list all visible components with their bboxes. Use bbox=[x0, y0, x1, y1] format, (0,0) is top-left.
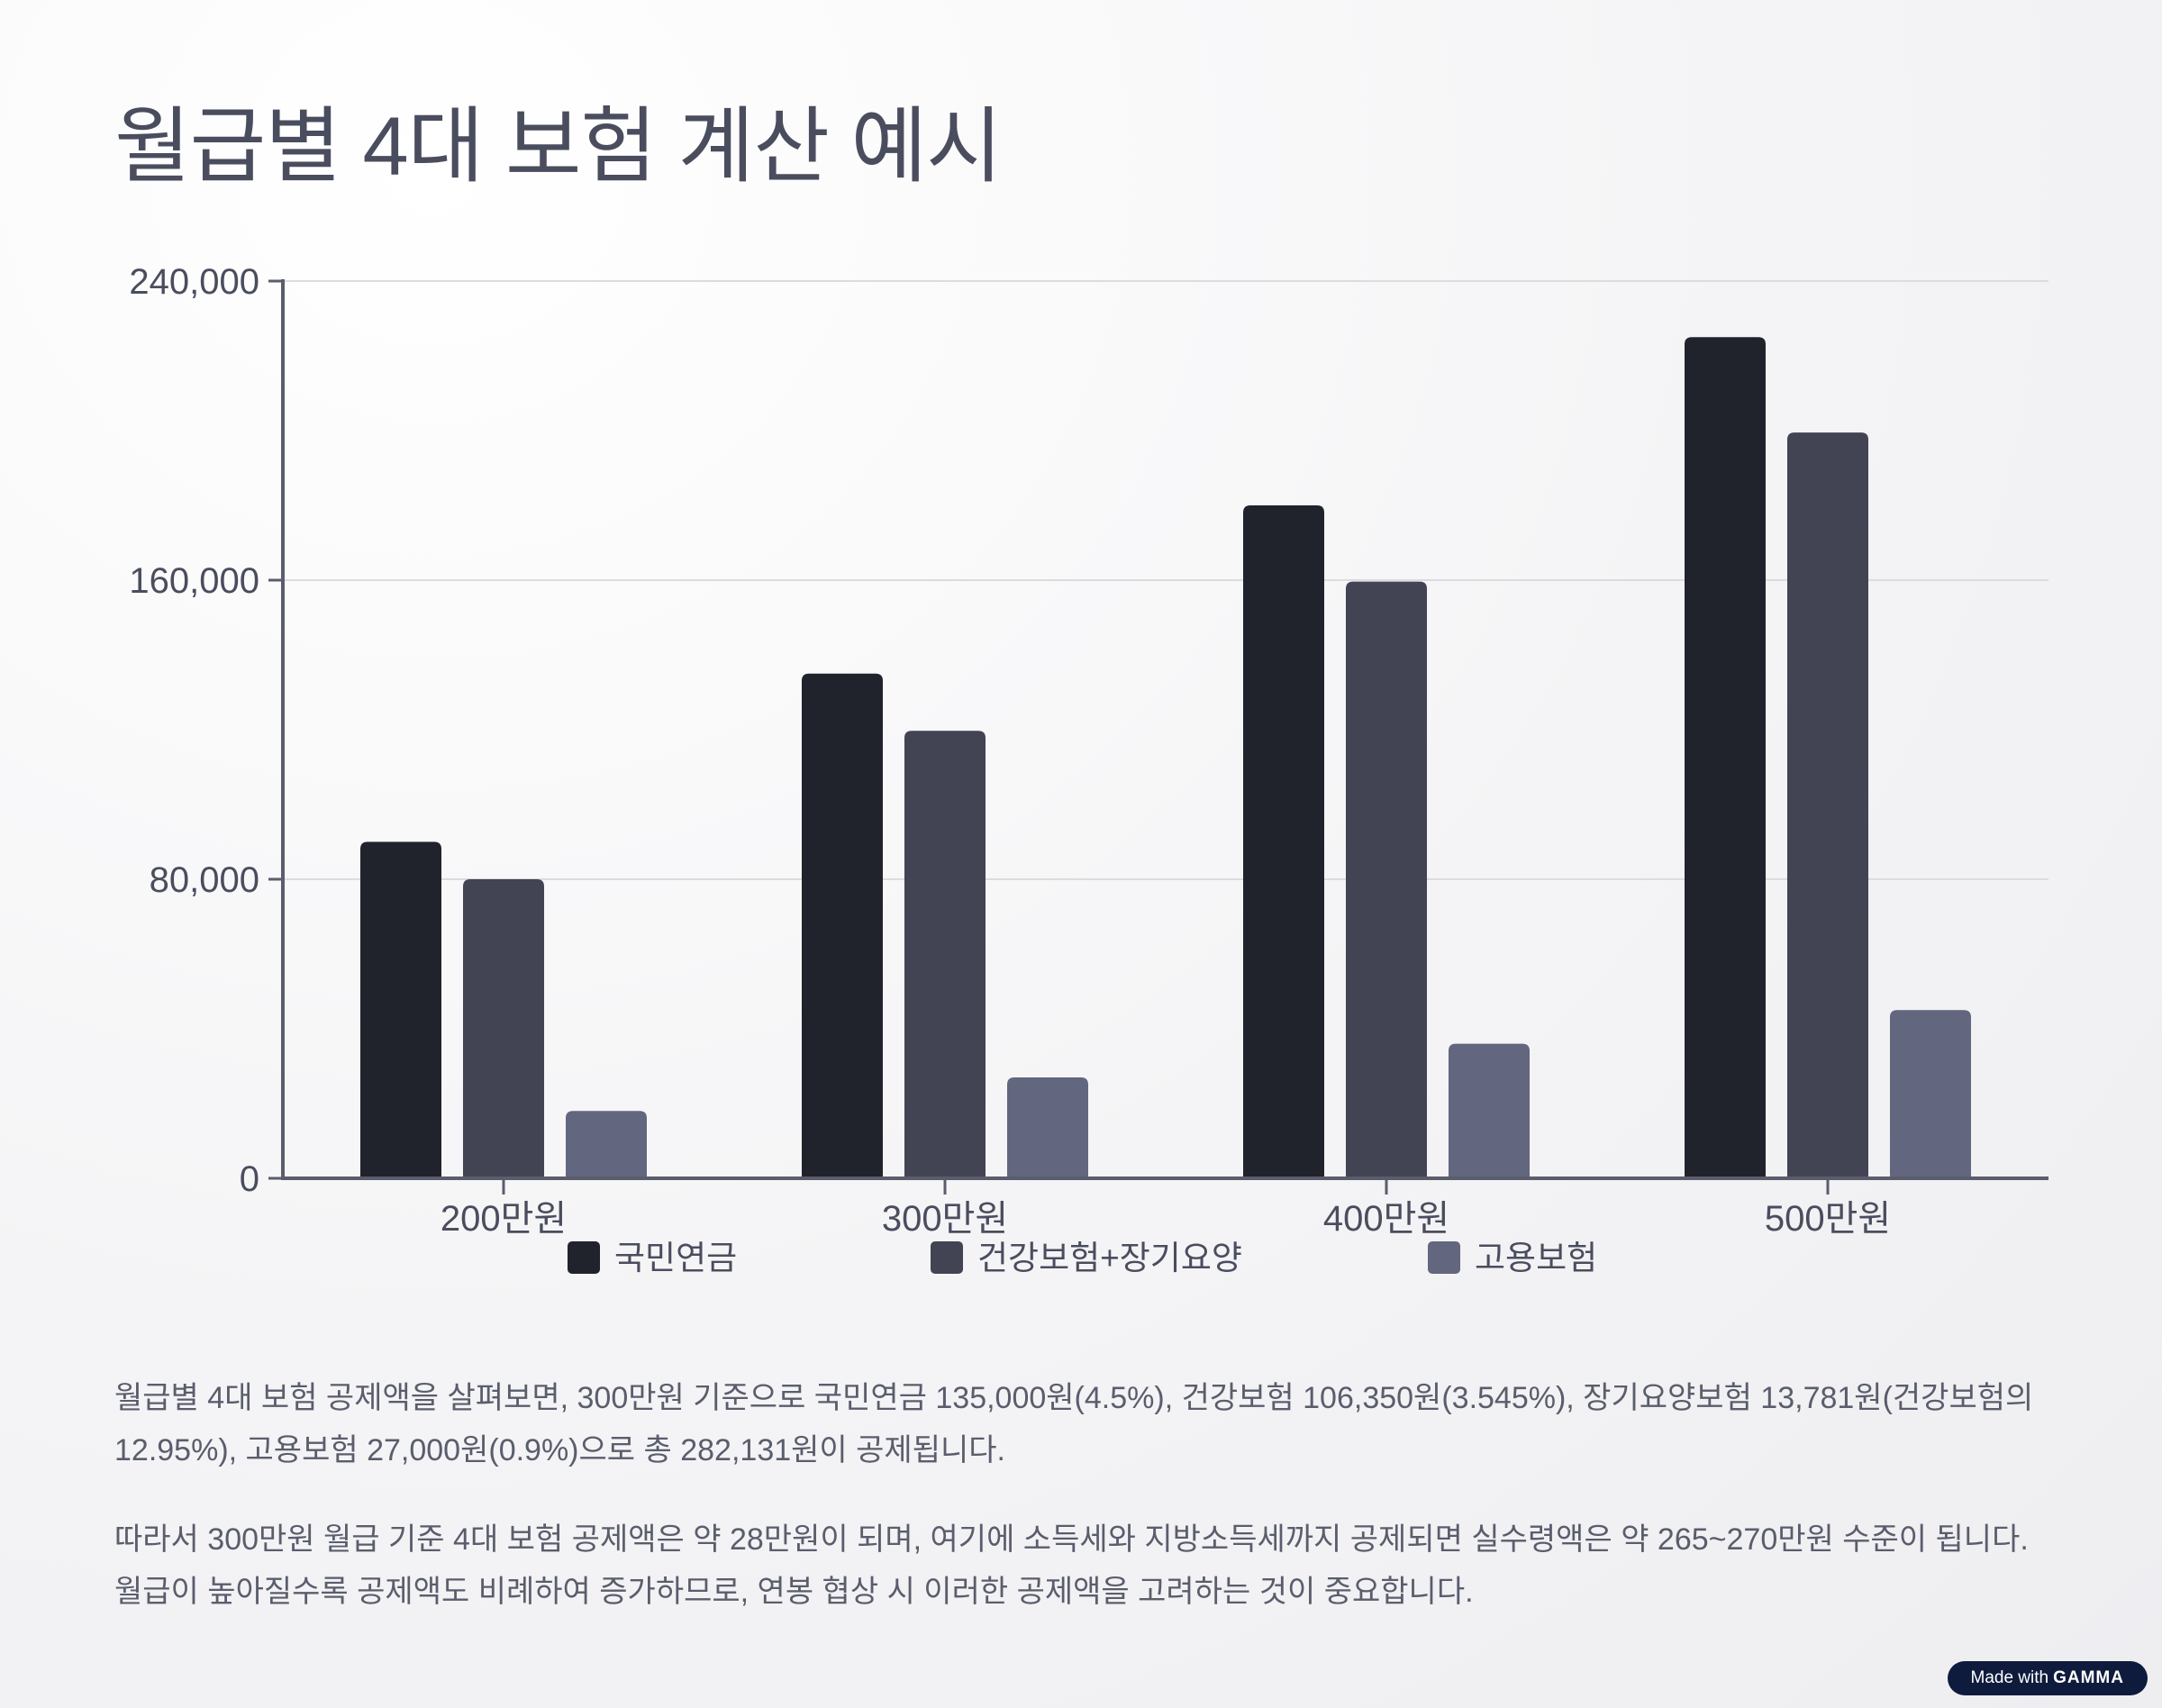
legend-label: 국민연금 bbox=[614, 1240, 737, 1276]
bar bbox=[1787, 432, 1868, 1178]
bar bbox=[1243, 505, 1324, 1178]
legend-swatch bbox=[568, 1241, 600, 1274]
bar bbox=[1449, 1043, 1530, 1178]
bar bbox=[1685, 337, 1766, 1178]
bar bbox=[802, 673, 883, 1178]
bar bbox=[1346, 581, 1427, 1178]
legend-label: 고용보험 bbox=[1475, 1240, 1597, 1276]
bar bbox=[1007, 1077, 1088, 1178]
summary-paragraph-2: 따라서 300만원 월급 기준 4대 보험 공제액은 약 28만원이 되며, 여… bbox=[114, 1522, 2029, 1609]
x-tick-label: 500만원 bbox=[1765, 1199, 1891, 1239]
legend-swatch bbox=[1428, 1241, 1460, 1274]
y-tick-label: 0 bbox=[240, 1159, 259, 1199]
made-with-gamma-badge[interactable]: Made with GAMMA bbox=[1947, 1661, 2148, 1695]
bar bbox=[566, 1111, 647, 1178]
legend-swatch bbox=[931, 1241, 963, 1274]
page-title: 월급별 4대 보험 계산 예시 bbox=[114, 101, 1003, 193]
bar bbox=[360, 841, 441, 1178]
summary-paragraph-1: 월급별 4대 보험 공제액을 살펴보면, 300만원 기준으로 국민연금 135… bbox=[114, 1381, 2034, 1467]
y-tick-label: 240,000 bbox=[129, 262, 259, 302]
y-tick-label: 80,000 bbox=[150, 860, 259, 900]
x-tick-label: 400만원 bbox=[1323, 1199, 1449, 1239]
y-tick-label: 160,000 bbox=[129, 561, 259, 601]
badge-prefix: Made with bbox=[1970, 1668, 2049, 1687]
bar bbox=[463, 879, 544, 1178]
x-tick-label: 300만원 bbox=[882, 1199, 1008, 1239]
bar-chart: 0 80,000 160,000 240,000 200만원 300만원 400만원 500만… bbox=[129, 262, 2048, 1276]
legend-label: 건강보험+장기요양 bbox=[977, 1240, 1242, 1276]
gamma-logo: GAMMA bbox=[2053, 1668, 2124, 1687]
bar bbox=[904, 731, 986, 1178]
x-tick-label: 200만원 bbox=[441, 1199, 567, 1239]
bar bbox=[1890, 1010, 1971, 1178]
